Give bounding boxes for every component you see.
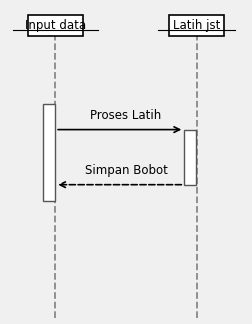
Text: Simpan Bobot: Simpan Bobot [85,164,167,177]
Text: Proses Latih: Proses Latih [90,109,162,122]
Bar [169,15,224,36]
Text: Latih jst: Latih jst [173,18,220,32]
Bar [43,104,55,201]
Bar [184,130,196,185]
Text: Input data: Input data [25,18,86,32]
Bar [28,15,83,36]
